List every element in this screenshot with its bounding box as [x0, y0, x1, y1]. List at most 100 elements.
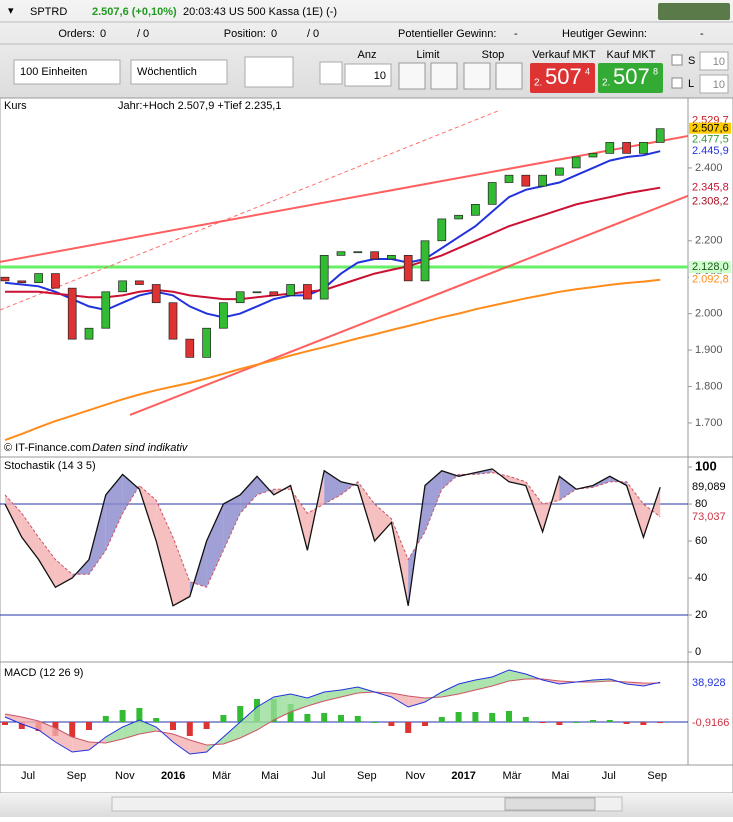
macd-line	[4, 669, 661, 755]
window-controls[interactable]	[658, 3, 730, 20]
stoch-fill	[240, 476, 257, 514]
disclaimer: Daten sind indikativ	[92, 442, 189, 454]
x-label: Nov	[115, 770, 135, 782]
l-input[interactable]	[699, 74, 729, 94]
histogram-bar	[220, 715, 227, 722]
x-label: Mai	[261, 770, 279, 782]
s-qty: 10	[713, 56, 725, 68]
limit-sell[interactable]	[430, 62, 458, 90]
y-tick-label: 2.200	[695, 235, 723, 247]
histogram-bar	[640, 722, 647, 725]
price-tag-label: 2.092,8	[692, 274, 729, 286]
candle	[487, 182, 497, 205]
histogram-bar	[590, 720, 596, 722]
histogram-bar	[203, 722, 210, 729]
candle	[34, 273, 43, 284]
plot	[0, 669, 688, 755]
anz-input[interactable]	[344, 63, 392, 87]
price-tag-label: 38,928	[692, 677, 726, 689]
candle	[185, 338, 195, 358]
stoch-fill	[105, 474, 123, 551]
stoch-fill	[21, 513, 39, 560]
candle	[202, 327, 211, 358]
symbol[interactable]: SPTRD	[30, 6, 67, 18]
potential-label: Potentieller Gewinn:	[398, 28, 496, 40]
stoch-fill	[156, 500, 173, 606]
candle	[370, 251, 379, 260]
candle	[118, 280, 127, 293]
x-label: Nov	[405, 770, 425, 782]
y-tick-label: 1.800	[695, 380, 723, 392]
histogram-bar	[102, 716, 109, 722]
y-tick-label: 1.900	[695, 344, 723, 356]
y-tick-label: 60	[695, 535, 707, 547]
price-tag-label: 2.128,0	[692, 261, 729, 273]
histogram-bar	[522, 717, 529, 722]
macd-fill	[223, 722, 241, 744]
macd-fill	[139, 720, 157, 734]
macd-fill	[509, 670, 526, 681]
price-title: Kurs	[4, 100, 27, 112]
position-sep: /	[307, 28, 311, 40]
limit-buy[interactable]	[398, 62, 426, 90]
candle	[269, 291, 279, 296]
y-tick-label: 40	[695, 572, 707, 584]
chart-type[interactable]	[244, 56, 294, 88]
period: Wöchentlich	[137, 66, 197, 78]
histogram-bar	[556, 722, 563, 725]
scroll-thumb[interactable]	[504, 797, 596, 811]
x-label: Jul	[602, 770, 616, 782]
candle	[303, 284, 312, 300]
macd-fill	[391, 693, 409, 707]
trend-line	[0, 110, 502, 311]
buy-button[interactable]	[598, 63, 663, 93]
l-checkbox[interactable]	[671, 77, 683, 89]
s-input[interactable]	[699, 51, 729, 71]
macd-fill	[441, 684, 459, 697]
x-label: Mär	[503, 770, 522, 782]
candle	[336, 251, 346, 256]
s-checkbox[interactable]	[671, 54, 683, 66]
stoch-k	[4, 468, 661, 607]
price-tag-label: 2.445,9	[692, 145, 729, 157]
x-label: Sep	[67, 770, 87, 782]
price-tag-label: 2.507,6	[692, 123, 729, 135]
period-select[interactable]	[130, 59, 228, 85]
candle	[454, 214, 463, 220]
price-tag-label: 89,089	[692, 481, 726, 493]
candle	[504, 174, 514, 183]
buy-lead: 2.	[602, 78, 610, 89]
histogram-bar	[657, 722, 664, 723]
stoch-fill	[425, 470, 442, 532]
scrollbar[interactable]	[111, 796, 623, 812]
stoch-fill	[206, 504, 224, 588]
sell-button[interactable]	[530, 63, 595, 93]
stop-sell[interactable]	[495, 62, 523, 90]
candle	[168, 302, 178, 340]
price-tag	[689, 481, 731, 494]
candle	[51, 273, 60, 289]
y-tick-label: 1.700	[695, 417, 723, 429]
today-label: Heutiger Gewinn:	[562, 28, 647, 40]
tool-button[interactable]	[319, 61, 343, 85]
candle	[84, 327, 94, 340]
histogram-bar	[354, 716, 361, 722]
menu-arrow[interactable]: ▾	[8, 5, 14, 17]
anz: 10	[374, 70, 386, 82]
sell-pip: 4	[585, 66, 590, 76]
stoch-fill	[89, 494, 106, 575]
histogram-bar	[388, 722, 395, 726]
histogram-bar	[136, 708, 143, 722]
price-tag	[689, 145, 731, 158]
plot	[0, 468, 688, 616]
histogram-bar	[623, 722, 630, 724]
potential-value: -	[514, 28, 518, 40]
x-label: Sep	[647, 770, 667, 782]
quantity-select[interactable]	[13, 59, 121, 85]
stop-buy[interactable]	[463, 62, 491, 90]
candle	[353, 251, 363, 254]
candle	[387, 255, 396, 260]
histogram-bar	[287, 704, 294, 722]
candle	[521, 174, 531, 187]
x-label: 2016	[161, 770, 185, 782]
